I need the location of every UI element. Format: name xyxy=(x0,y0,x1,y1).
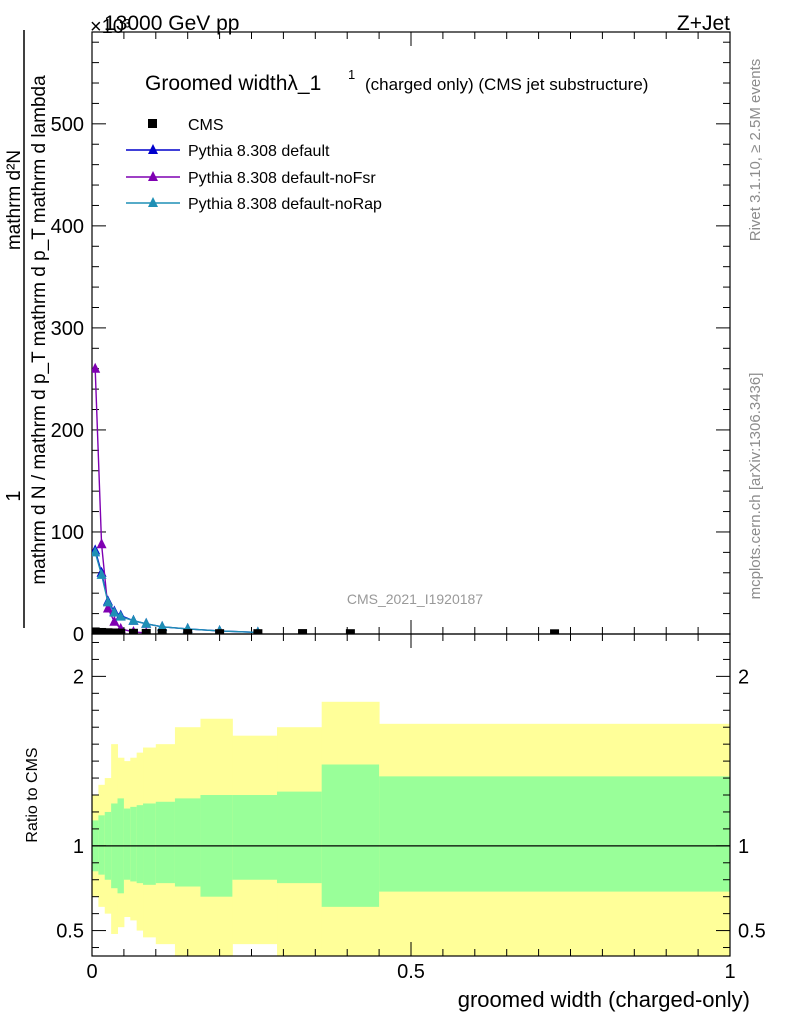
legend-marker-default xyxy=(148,144,158,154)
ratio-y-axis-label: Ratio to CMS xyxy=(24,747,41,842)
cms-point xyxy=(103,628,113,634)
energy-label: 13000 GeV pp xyxy=(104,12,239,35)
legend-label-norap: Pythia 8.308 default-noRap xyxy=(188,196,382,213)
ratio-tick-label: 1 xyxy=(73,836,84,858)
legend-marker-cms xyxy=(148,119,157,128)
y-tick-label: 100 xyxy=(51,522,84,544)
ratio-tick-label: 0.5 xyxy=(738,921,766,943)
cms-point xyxy=(157,628,167,634)
x-tick-label: 0 xyxy=(86,961,97,983)
y-tick-label: 500 xyxy=(51,114,84,136)
series-point xyxy=(109,606,120,617)
y-label-numerator: mathrm d²N xyxy=(4,150,25,250)
x-axis-label: groomed width (charged-only) xyxy=(458,987,750,1012)
cms-point xyxy=(97,627,107,634)
ratio-bands xyxy=(92,701,730,956)
cms-data-points xyxy=(92,627,560,634)
y-label-denominator: mathrm d N / mathrm d p_T mathrm d p_T m… xyxy=(29,75,50,585)
analysis-watermark: CMS_2021_I1920187 xyxy=(347,591,483,607)
ratio-tick-label: 2 xyxy=(738,666,749,688)
rivet-version-label: Rivet 3.1.10, ≥ 2.5M events xyxy=(747,59,764,242)
x-tick-label: 0.5 xyxy=(397,961,425,983)
ratio-band-green xyxy=(321,764,380,907)
ratio-y-tick-labels-right: 0.5 1 2 xyxy=(738,666,766,942)
cms-point xyxy=(109,628,119,634)
ratio-band-green xyxy=(143,803,157,885)
series-point xyxy=(141,617,152,628)
series-lines xyxy=(92,362,262,634)
series-point xyxy=(102,596,113,607)
chart-title-superscript: 1 xyxy=(348,67,355,82)
series-point xyxy=(109,615,120,626)
ratio-band-green xyxy=(277,791,323,884)
legend-marker-norap xyxy=(148,197,158,207)
mcplots-label: mcplots.cern.ch [arXiv:1306.3436] xyxy=(747,373,764,600)
cms-point xyxy=(253,629,263,634)
cms-point xyxy=(215,629,225,634)
chart-title: Groomed widthλ_1 xyxy=(145,72,321,95)
y-tick-label: 0 xyxy=(73,624,84,646)
legend: CMS Pythia 8.308 default Pythia 8.308 de… xyxy=(126,117,382,213)
ratio-band-green xyxy=(98,815,106,875)
series-point xyxy=(102,602,113,613)
x-tick-labels: 0 0.5 1 xyxy=(86,961,735,983)
ratio-tick-label: 2 xyxy=(73,666,84,688)
legend-marker-nofsr xyxy=(148,171,158,181)
legend-label-cms: CMS xyxy=(188,117,224,134)
series-point xyxy=(157,620,168,631)
ratio-band-green xyxy=(232,795,278,880)
cms-point xyxy=(92,627,100,634)
legend-label-default: Pythia 8.308 default xyxy=(188,143,330,160)
main-y-tick-labels: 0 100 200 300 400 500 xyxy=(51,114,84,646)
cms-point xyxy=(183,629,193,634)
ratio-band-green xyxy=(130,806,138,882)
process-label: Z+Jet xyxy=(677,12,730,35)
y-label-prefix: 1 xyxy=(3,490,25,501)
series-point xyxy=(96,538,107,549)
series-point xyxy=(92,546,101,557)
series-point xyxy=(115,610,126,621)
ratio-band-green xyxy=(155,801,176,884)
x-tick-label: 1 xyxy=(724,961,735,983)
ratio-y-tick-labels-left: 0.5 1 2 xyxy=(56,666,84,942)
y-tick-label: 400 xyxy=(51,216,84,238)
chart-subtitle: (charged only) (CMS jet substructure) xyxy=(365,75,648,94)
cms-point xyxy=(116,628,126,634)
ratio-band-green xyxy=(123,808,131,880)
axis-ticks xyxy=(91,32,731,956)
cms-point xyxy=(345,629,355,634)
cms-point xyxy=(298,629,308,634)
ratio-band-green xyxy=(379,776,730,892)
series-line xyxy=(94,368,147,634)
legend-label-nofsr: Pythia 8.308 default-noFsr xyxy=(188,170,376,187)
cms-point xyxy=(128,628,138,634)
y-tick-label: 300 xyxy=(51,318,84,340)
cms-point xyxy=(141,628,151,634)
exponent-label: ×10³ xyxy=(90,16,131,38)
ratio-band-green xyxy=(174,798,201,887)
y-axis-label: 1 mathrm d²N mathrm d N / mathrm d p_T m… xyxy=(3,30,50,628)
series-point xyxy=(128,614,139,625)
y-tick-label: 200 xyxy=(51,420,84,442)
cms-point xyxy=(550,629,560,634)
series-point xyxy=(96,568,107,579)
ratio-band-green xyxy=(136,805,144,884)
ratio-tick-label: 1 xyxy=(738,836,749,858)
series-point xyxy=(92,362,101,373)
ratio-tick-label: 0.5 xyxy=(56,921,84,943)
